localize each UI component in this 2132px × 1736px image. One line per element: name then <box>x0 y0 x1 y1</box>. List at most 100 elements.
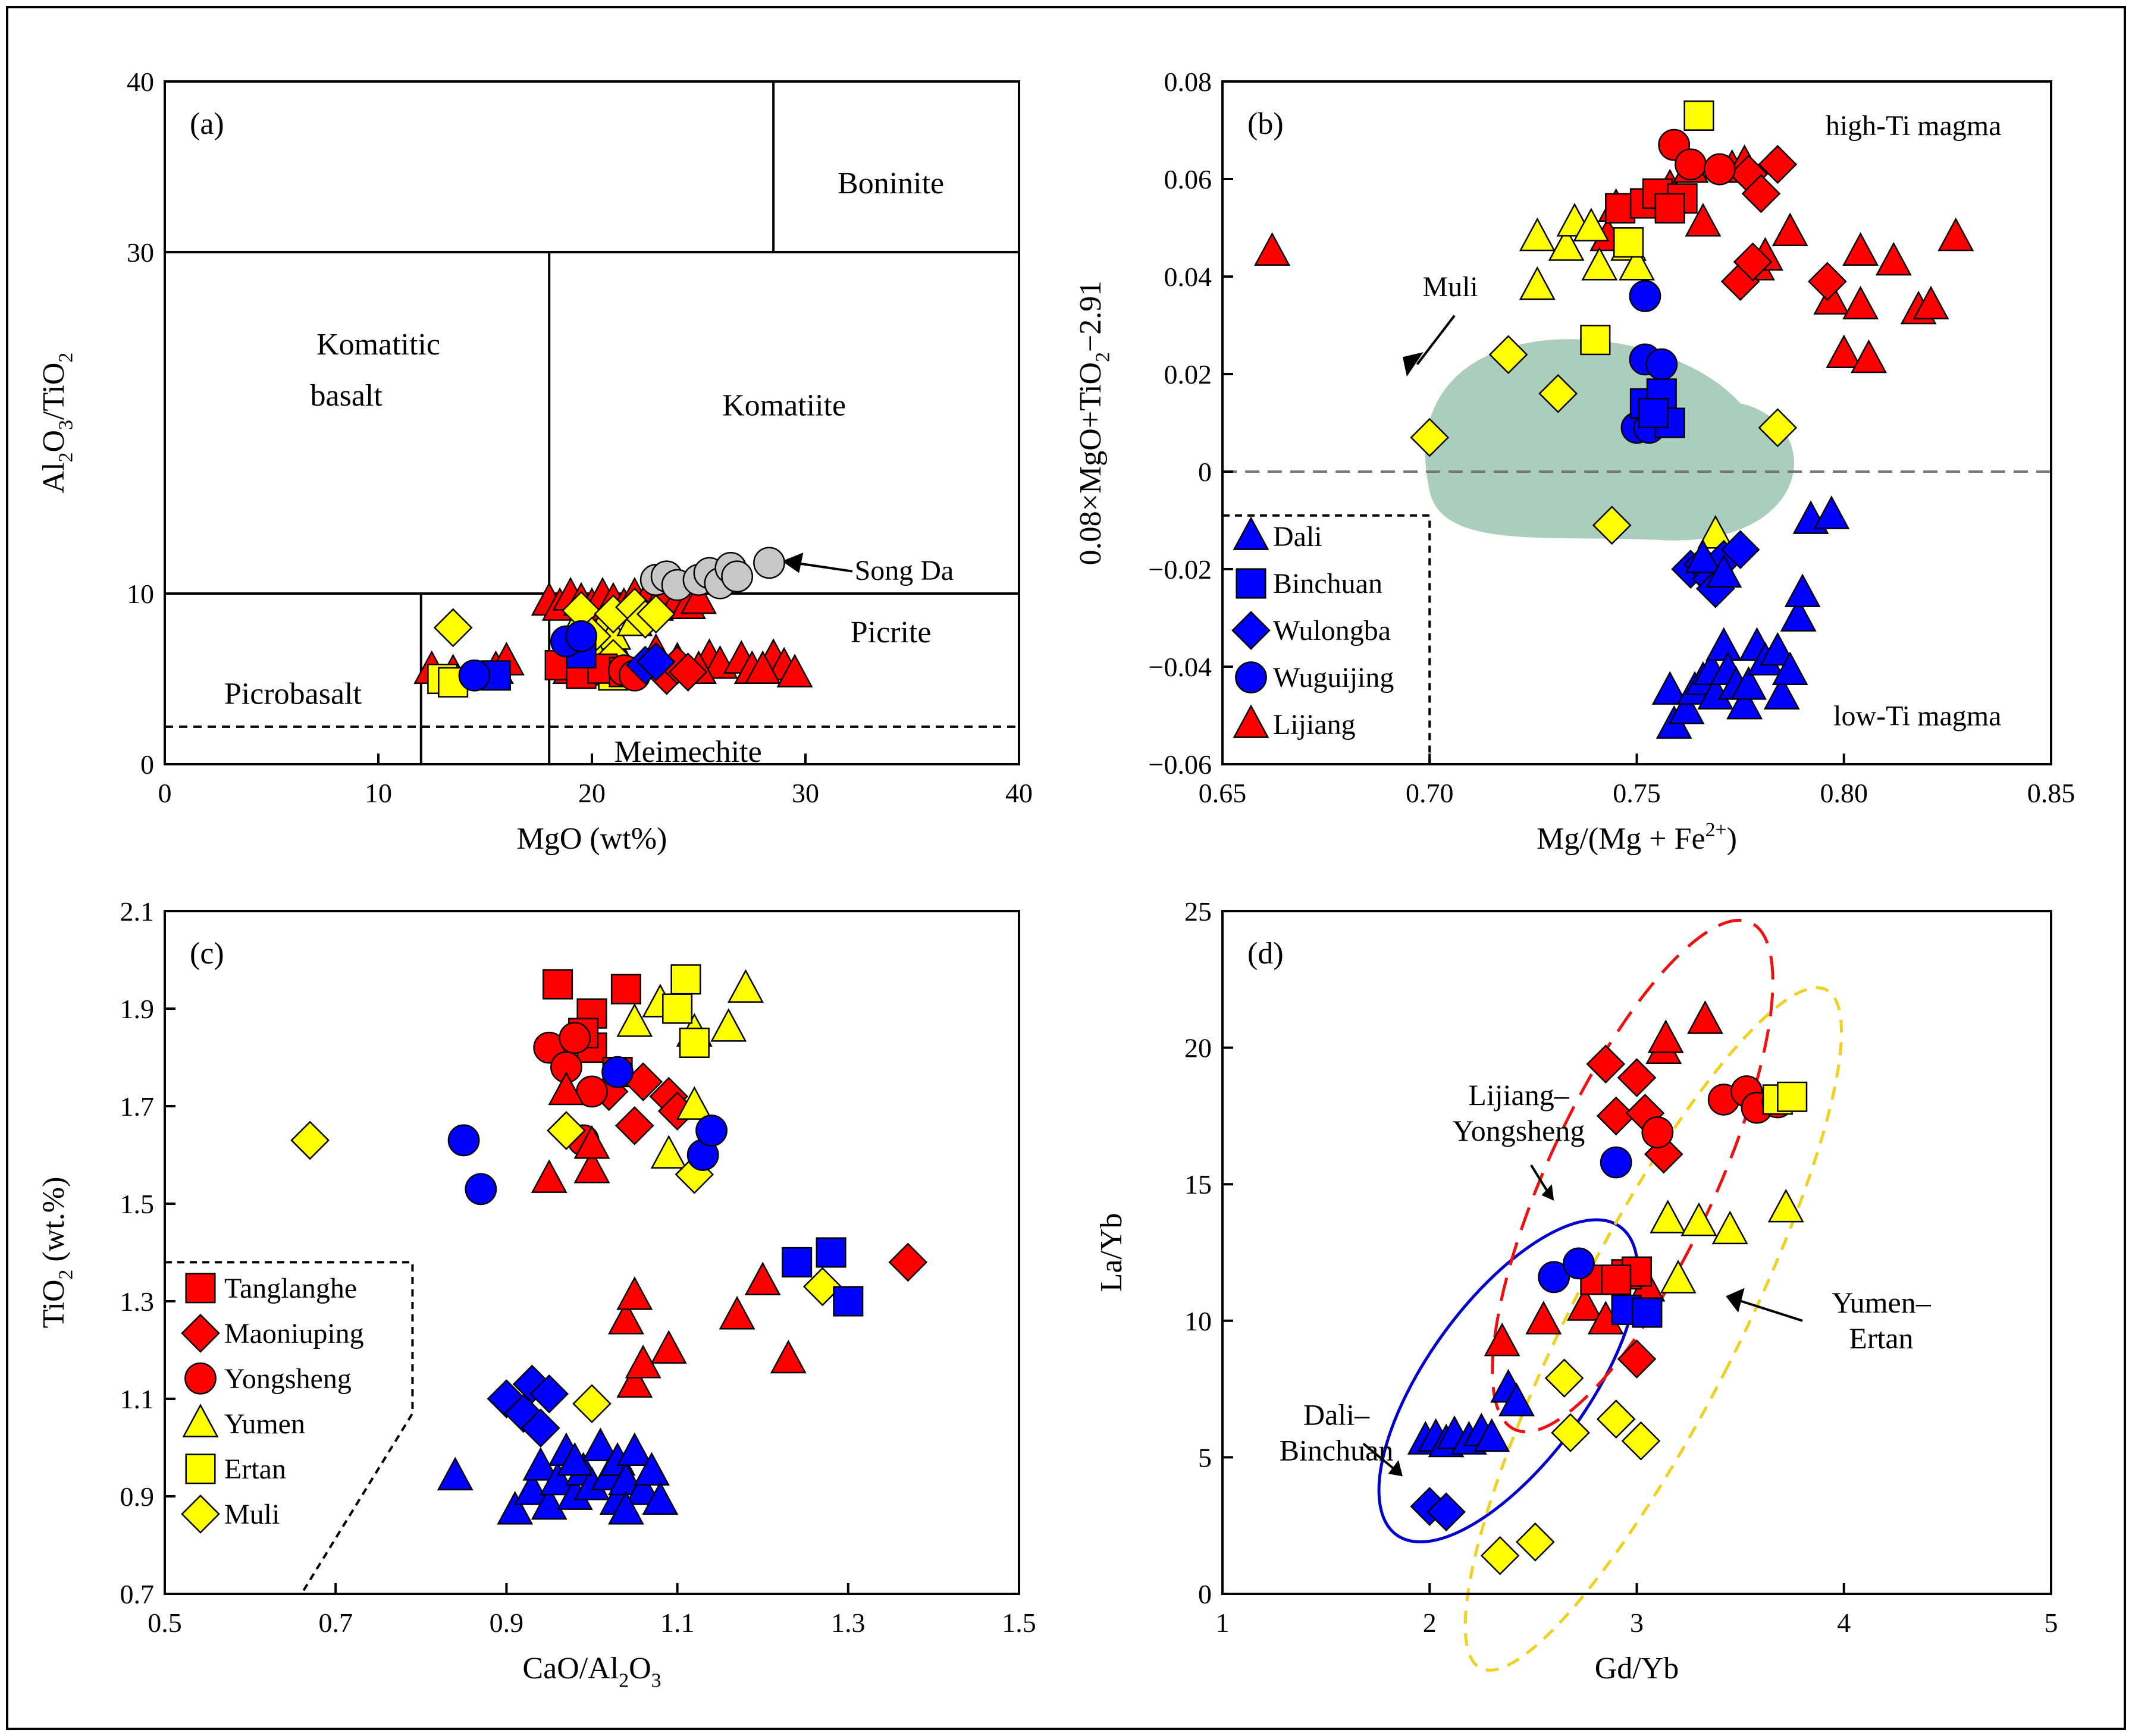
data-point-wuguijing <box>447 1124 480 1157</box>
field-label: Song Da <box>855 555 954 586</box>
data-point-tanglanghe <box>543 969 573 1000</box>
data-point-lijiang <box>1826 334 1863 369</box>
legend-label: Tanglanghe <box>224 1273 357 1304</box>
data-point-lijiang-circle <box>1703 153 1736 186</box>
field-label: Picrobasalt <box>224 677 362 711</box>
data-point-dali <box>625 1471 661 1505</box>
data-point-maoniuping <box>888 1242 928 1282</box>
data-point-muli <box>1538 373 1578 413</box>
data-point-wuguijing <box>1563 1247 1595 1280</box>
data-point-lijiang-diamond <box>1733 242 1773 282</box>
data-point-yumen <box>1650 1200 1686 1233</box>
data-point-lijiang-tri <box>573 1125 610 1159</box>
legend-marker <box>1236 568 1266 599</box>
data-point-yumen <box>650 1135 687 1169</box>
x-tick-label: 20 <box>578 778 606 808</box>
legend-label: Muli <box>224 1499 280 1530</box>
data-point-wulongba <box>529 1374 569 1414</box>
x-tick-label: 5 <box>2045 1608 2058 1638</box>
data-point-lijiang <box>1686 1000 1723 1034</box>
annotation: Ertan <box>1849 1321 1913 1355</box>
y-tick-label: 2.1 <box>120 896 155 927</box>
data-point-lijiang <box>1875 241 1912 276</box>
y-tick-label: 0 <box>1198 1579 1212 1609</box>
x-tick-label: 1.5 <box>1002 1608 1036 1638</box>
data-point-muli <box>572 1384 612 1424</box>
data-point-wulongba <box>512 1364 552 1404</box>
data-point-dali <box>1668 690 1705 724</box>
plot-frame <box>164 910 1020 1595</box>
label-part: Al <box>37 462 71 493</box>
arrow <box>1733 1298 1803 1322</box>
field-label: basalt <box>311 379 383 413</box>
y-tick-label: 20 <box>1184 1033 1212 1063</box>
x-tick-label: 40 <box>1005 778 1033 808</box>
y-tick-label: 30 <box>127 237 154 268</box>
x-tick-label: 0.65 <box>1199 778 1247 808</box>
data-point-ertan <box>662 993 693 1024</box>
x-tick-label: 0.7 <box>318 1608 353 1638</box>
y-tick-label: 15 <box>1184 1169 1212 1200</box>
data-point-dali <box>634 1452 670 1486</box>
data-point-lijiang <box>1842 232 1879 266</box>
data-point-ertan <box>1683 100 1714 131</box>
muli-field <box>1425 339 1795 541</box>
chart-panel-d: 1 2 3 4 5 0 5 10 15 20 25 (d) Gd/Yb La/Yb Lijiang–Yong… <box>1095 896 2058 1685</box>
label-part: La/Yb <box>1095 1213 1128 1292</box>
label-part: (wt.%) <box>37 1177 71 1270</box>
data-point-dali <box>1685 539 1722 573</box>
panel-label: (a) <box>190 107 224 141</box>
legend-label: Binchuan <box>1273 568 1382 599</box>
data-point-maoniuping <box>668 652 708 692</box>
data-point-lijiang-tri <box>770 1339 807 1374</box>
songda-arrow <box>794 561 853 573</box>
data-point-dali <box>1759 632 1796 666</box>
y-axis-title: Al2O3/TiO2 <box>37 353 77 494</box>
data-point-lijiang <box>1937 217 1974 252</box>
y-tick-label: 0.08 <box>1164 67 1212 97</box>
label-part: 2 <box>55 353 77 363</box>
data-point-yumen <box>1767 1188 1804 1223</box>
data-point-wulongba <box>636 642 676 682</box>
data-point-yongsheng <box>1641 1116 1674 1148</box>
data-point-lijiang-tri <box>616 1276 653 1310</box>
data-point-ertan <box>1613 227 1644 258</box>
data-point-lijiang <box>681 580 717 614</box>
legend-box <box>1222 514 1431 764</box>
data-point-wulongba <box>521 1408 560 1448</box>
annotation: Dali– <box>1303 1398 1370 1431</box>
data-point-yumen <box>710 1008 747 1042</box>
field-label: Komatitic <box>316 328 440 362</box>
y-tick-label: 0.06 <box>1164 164 1212 194</box>
x-tick-label: 1.1 <box>660 1608 695 1638</box>
panel-label: (d) <box>1247 937 1284 971</box>
data-point-lijiang-diamond <box>1808 262 1847 302</box>
data-point-ertan <box>670 964 701 995</box>
y-tick-label: −0.02 <box>1149 554 1212 585</box>
data-point-yumen <box>1519 217 1556 252</box>
y-tick-label: 0 <box>1198 457 1212 487</box>
muli-arrow <box>1416 315 1456 365</box>
annotation: low-Ti magma <box>1833 700 2001 732</box>
data-point-lijiang-tri <box>531 1159 568 1193</box>
data-point-lijiang <box>1685 203 1722 237</box>
data-point-lijiang <box>1647 1019 1684 1053</box>
chart-panel-b: 0.65 0.70 0.75 0.80 0.85 −0.06 −0.04 −0.02 0 0.02… <box>1074 67 2075 856</box>
data-point-dali <box>514 1471 550 1505</box>
data-point-muli <box>636 594 676 634</box>
field-label: Meimechite <box>614 735 761 769</box>
legend-label: Yongsheng <box>224 1363 352 1395</box>
data-point-dali <box>497 1490 534 1525</box>
y-tick-label: 0.9 <box>120 1481 155 1512</box>
x-tick-label: 0.70 <box>1406 778 1454 808</box>
x-tick-label: 0.5 <box>148 1608 182 1638</box>
panel-label: (c) <box>190 937 224 971</box>
data-point-muli <box>802 1267 842 1307</box>
x-tick-label: 0.85 <box>2027 778 2075 808</box>
data-point-dali <box>1473 1418 1510 1452</box>
lijiang-yongsheng-ellipse <box>1491 918 1774 1433</box>
data-point-muli <box>290 1120 330 1160</box>
data-point-lijiang <box>1813 281 1850 315</box>
data-point-yumen <box>1519 266 1556 300</box>
